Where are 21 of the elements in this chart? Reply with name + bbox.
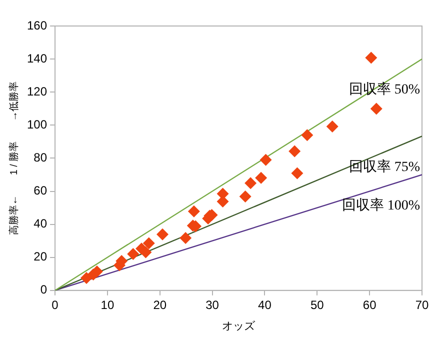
x-tick-label: 60 <box>362 298 377 312</box>
x-tick-label: 0 <box>52 298 59 312</box>
y-tick-label: 40 <box>34 216 48 231</box>
y-tick-label: 0 <box>40 282 48 297</box>
series-label: 回収率 100% <box>342 197 420 214</box>
x-axis-title: オッズ <box>222 320 256 332</box>
x-tick-label: 20 <box>153 298 167 312</box>
y-tick-label: 20 <box>34 250 48 264</box>
y-tick-label: 80 <box>34 150 48 165</box>
y-tick-label: 100 <box>26 117 48 132</box>
x-tick-label: 70 <box>415 298 429 312</box>
y-tick-label: 140 <box>26 51 48 66</box>
x-tick-label: 40 <box>258 298 272 312</box>
x-tick-label: 10 <box>100 298 114 312</box>
y-axis-title: 高勝率← 1 / 勝率 →低勝率 <box>8 81 20 236</box>
y-tick-label: 120 <box>26 84 48 98</box>
x-tick-label: 30 <box>206 298 220 312</box>
x-tick-label: 50 <box>310 298 324 312</box>
y-tick-label: 160 <box>26 18 48 32</box>
series-label: 回収率 75% <box>348 158 420 175</box>
y-tick-label: 60 <box>34 184 48 198</box>
